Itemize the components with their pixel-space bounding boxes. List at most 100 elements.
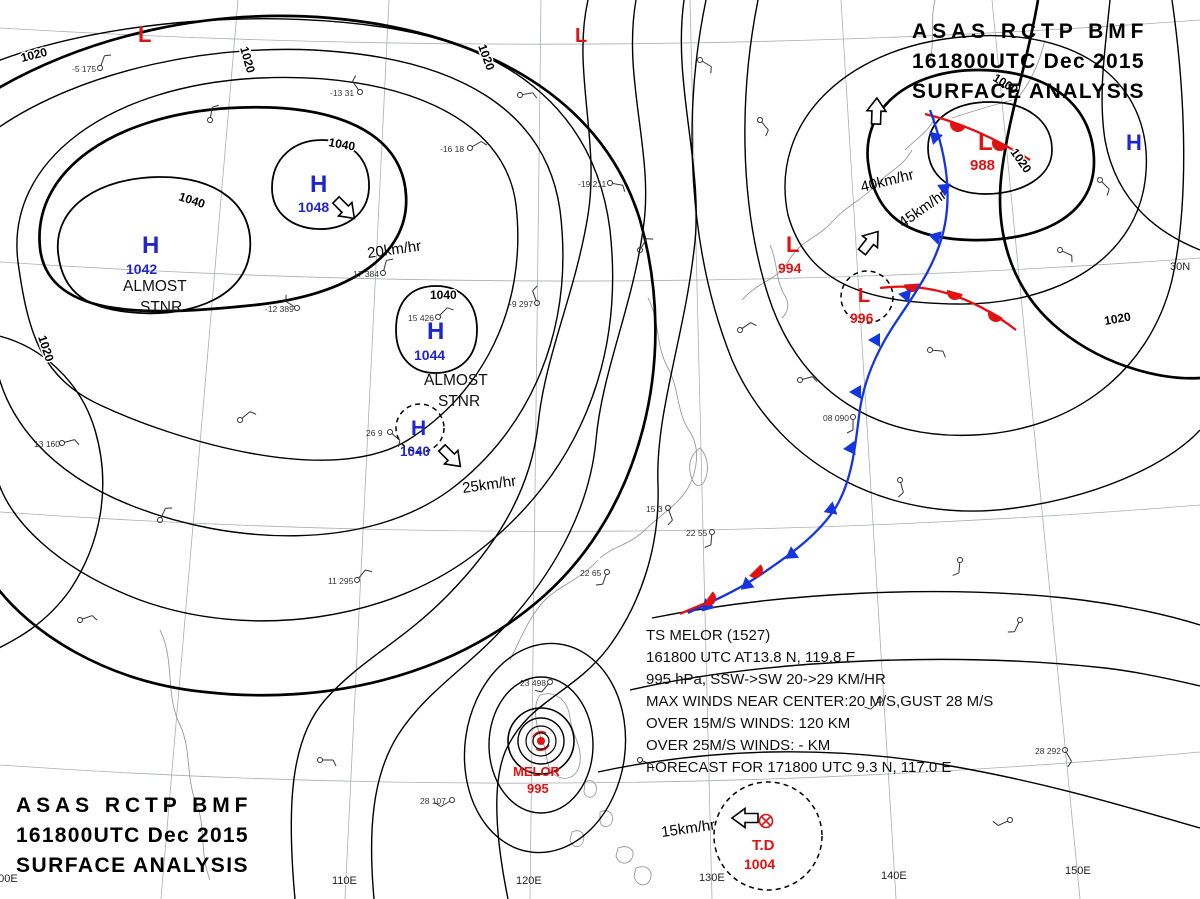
station-plot	[757, 117, 769, 137]
station-label: -12 389	[265, 304, 294, 314]
isobar-line	[651, 590, 1200, 626]
stnr-label: STNR	[438, 393, 480, 410]
latitude-label: 30N	[1170, 261, 1190, 273]
storm-info-line: MAX WINDS NEAR CENTER:20 M/S,GUST 28 M/S	[646, 693, 993, 710]
warm-front-symbol	[703, 591, 716, 606]
station-plot	[595, 569, 610, 586]
coastline	[741, 149, 913, 301]
high-value: 1048	[298, 199, 329, 215]
storm-info-line: FORECAST FOR 171800 UTC 9.3 N, 117.0 E	[646, 759, 951, 776]
station-plot	[207, 104, 219, 123]
title-line: ASAS RCTP BMF	[912, 20, 1144, 43]
isobar-label: 1040	[327, 135, 356, 153]
title-line: 161800UTC Dec 2015	[16, 824, 248, 847]
longitude-label: 120E	[516, 875, 542, 887]
warm-front-symbol	[947, 289, 963, 300]
longitude-label: 150E	[1065, 865, 1091, 877]
low-symbol: L	[575, 25, 587, 47]
isobar-line	[0, 335, 104, 649]
station-label: -19 211	[578, 179, 606, 189]
title-line: SURFACE ANALYSIS	[912, 80, 1144, 103]
station-plot	[1097, 177, 1110, 196]
station-label: 15 426	[408, 313, 434, 323]
storm-info-line: OVER 15M/S WINDS: 120 KM	[646, 715, 850, 732]
coastlines	[159, 0, 1046, 886]
isobar-label: 1020	[35, 334, 57, 364]
isobar-line	[0, 48, 564, 537]
low-symbol: L	[978, 129, 993, 156]
dashed-circles	[395, 270, 894, 891]
coastline	[509, 559, 599, 661]
coastline	[599, 297, 697, 559]
movement-arrow	[857, 230, 879, 256]
storm-value: 995	[527, 781, 549, 796]
isobar-label: 1020	[19, 45, 49, 65]
isobar-line	[496, 0, 697, 899]
movement-arrow	[730, 806, 759, 830]
isobar-line	[1101, 0, 1200, 251]
isobar-line	[691, 0, 1200, 512]
isobar-line	[927, 101, 1053, 195]
title-bottom-left: ASAS RCTP BMF 161800UTC Dec 2015 SURFACE…	[16, 794, 248, 877]
movement-arrow	[437, 443, 462, 468]
station-plot	[952, 557, 963, 576]
title-top-right: ASAS RCTP BMF 161800UTC Dec 2015 SURFACE…	[912, 20, 1144, 103]
station-label: 11 295	[328, 576, 354, 586]
station-plot	[697, 57, 712, 74]
high-value: 1044	[414, 347, 445, 363]
isobar-line	[488, 676, 594, 814]
station-label: 26 9	[366, 428, 383, 438]
high-value: 1040	[400, 444, 430, 459]
station-plot	[797, 376, 818, 383]
movement-arrow	[331, 195, 356, 220]
tropical-depression-symbol	[758, 813, 774, 829]
low-symbol: L	[786, 232, 799, 257]
storm-value: 1004	[744, 856, 775, 872]
coastline	[633, 866, 652, 886]
station-plot	[637, 757, 654, 772]
warm-front-symbol	[988, 310, 1003, 322]
cold-front	[687, 109, 949, 615]
isobar-line	[395, 285, 478, 374]
isobar-label: 1040	[430, 288, 457, 302]
isobar-line	[517, 717, 565, 765]
high-symbol: H	[1126, 130, 1142, 155]
cold-front-symbol	[928, 231, 942, 245]
warm-front	[924, 112, 1031, 161]
station-label: 23 498	[520, 678, 546, 688]
low-symbol: L	[858, 285, 870, 307]
low-symbol: L	[138, 22, 151, 47]
station-plot	[897, 477, 904, 498]
developing-low-circle	[840, 270, 894, 324]
isobar-line	[57, 176, 252, 315]
isobar-label: 1040	[177, 190, 207, 212]
coastline	[689, 447, 708, 486]
station-plot	[59, 439, 80, 446]
typhoon-symbol	[532, 730, 547, 738]
isobar-line	[38, 105, 408, 313]
isobar-label: 1020	[475, 42, 497, 72]
cold-front-symbol	[843, 441, 856, 455]
longitude-label: 110E	[332, 875, 357, 887]
station-plot	[737, 322, 757, 333]
grid-line	[840, 0, 897, 899]
typhoon-symbol	[535, 744, 550, 752]
storm-info-line: TS MELOR (1527)	[646, 627, 770, 644]
station-plot	[354, 569, 372, 583]
station-plot	[435, 307, 454, 320]
station-plot	[380, 258, 394, 276]
high-symbol: H	[310, 171, 327, 198]
cold-front-symbol	[785, 546, 800, 559]
cold-front-symbol	[929, 131, 943, 145]
station-label: 13 160	[34, 439, 60, 449]
isobar-line	[0, 14, 657, 697]
station-plot	[532, 285, 540, 306]
station-label: -16 18	[440, 144, 464, 154]
station-label: 15 3	[646, 504, 663, 514]
cold-front-symbol	[849, 385, 861, 399]
speed-label: 25km/hr	[461, 473, 517, 497]
coastline	[535, 693, 581, 779]
